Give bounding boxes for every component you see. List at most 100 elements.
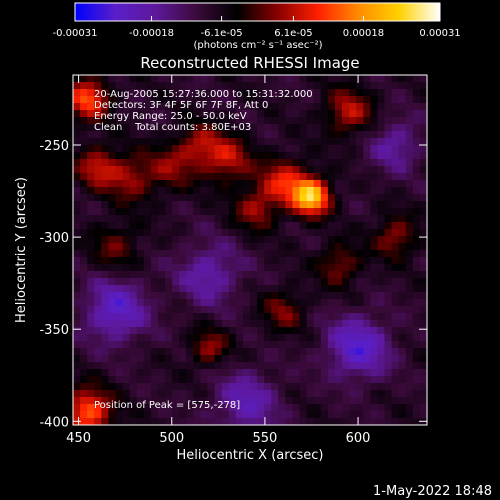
heatmap-cell — [349, 110, 357, 118]
heatmap-cell — [257, 243, 265, 251]
heatmap-cell — [349, 285, 357, 293]
heatmap-cell — [370, 376, 379, 384]
heatmap-cell — [87, 355, 95, 363]
heatmap-cell — [193, 222, 202, 230]
heatmap-cell — [278, 264, 286, 272]
heatmap-cell — [193, 397, 202, 405]
heatmap-cell — [377, 138, 386, 146]
heatmap-cell — [334, 194, 343, 202]
heatmap-cell — [278, 124, 286, 132]
heatmap-cell — [363, 362, 371, 370]
heatmap-cell — [186, 285, 194, 293]
heatmap-cell — [292, 243, 301, 251]
heatmap-cell — [264, 313, 272, 321]
heatmap-cell — [327, 320, 336, 328]
heatmap-cell — [214, 117, 223, 125]
heatmap-cell — [228, 124, 237, 132]
heatmap-cell — [214, 131, 223, 139]
heatmap-cell — [370, 124, 379, 132]
heatmap-cell — [94, 96, 102, 104]
heatmap-cell — [398, 138, 407, 146]
heatmap-cell — [136, 348, 145, 356]
heatmap-cell — [334, 117, 343, 125]
heatmap-cell — [143, 299, 152, 307]
heatmap-cell — [200, 341, 209, 349]
heatmap-cell — [108, 411, 117, 419]
heatmap-cell — [101, 187, 109, 195]
heatmap-cell — [412, 103, 421, 111]
heatmap-cell — [235, 110, 244, 118]
heatmap-cell — [186, 194, 194, 202]
heatmap-cell — [129, 390, 138, 398]
heatmap-cell — [200, 201, 209, 209]
heatmap-cell — [207, 348, 216, 356]
heatmap-cell — [285, 285, 294, 293]
heatmap-cell — [179, 201, 187, 209]
heatmap-cell — [419, 229, 427, 237]
heatmap-cell — [200, 250, 209, 258]
heatmap-cell — [115, 201, 124, 209]
heatmap-cell — [278, 313, 286, 321]
heatmap-cell — [214, 383, 223, 391]
heatmap-cell — [150, 208, 159, 216]
heatmap-cell — [101, 215, 109, 223]
heatmap-cell — [115, 236, 124, 244]
heatmap-cell — [264, 145, 272, 153]
heatmap-cell — [214, 397, 223, 405]
heatmap-cell — [235, 278, 244, 286]
heatmap-cell — [200, 292, 209, 300]
heatmap-cell — [384, 243, 393, 251]
heatmap-cell — [377, 124, 386, 132]
heatmap-cell — [101, 299, 109, 307]
heatmap-cell — [129, 138, 138, 146]
heatmap-cell — [143, 285, 152, 293]
heatmap-cell — [129, 243, 138, 251]
heatmap-cell — [143, 355, 152, 363]
heatmap-cell — [172, 138, 180, 146]
heatmap-cell — [384, 334, 393, 342]
heatmap-cell — [412, 313, 421, 321]
heatmap-cell — [412, 327, 421, 335]
heatmap-cell — [165, 390, 173, 398]
heatmap-cell — [278, 376, 286, 384]
heatmap-cell — [221, 376, 230, 384]
heatmap-cell — [370, 362, 379, 370]
heatmap-cell — [299, 306, 308, 314]
heatmap-cell — [292, 313, 301, 321]
heatmap-cell — [264, 82, 272, 90]
heatmap-cell — [391, 103, 400, 111]
heatmap-cell — [292, 264, 301, 272]
heatmap-cell — [73, 173, 81, 181]
heatmap-cell — [327, 285, 336, 293]
heatmap-cell — [143, 229, 152, 237]
heatmap-cell — [80, 96, 88, 104]
heatmap-cell — [214, 320, 223, 328]
heatmap-cell — [94, 145, 102, 153]
heatmap-cell — [391, 194, 400, 202]
heatmap-cell — [356, 264, 364, 272]
heatmap-cell — [228, 110, 237, 118]
heatmap-cell — [94, 229, 102, 237]
heatmap-cell — [327, 159, 336, 167]
heatmap-cell — [257, 250, 265, 258]
heatmap-cell — [278, 166, 286, 174]
heatmap-cell — [370, 82, 379, 90]
heatmap-cell — [391, 201, 400, 209]
heatmap-cell — [313, 215, 322, 223]
heatmap-cell — [264, 264, 272, 272]
heatmap-cell — [193, 250, 202, 258]
heatmap-cell — [363, 285, 371, 293]
heatmap-cell — [306, 299, 315, 307]
heatmap-cell — [370, 131, 379, 139]
heatmap-cell — [257, 96, 265, 104]
heatmap-cell — [271, 159, 279, 167]
heatmap-cell — [157, 187, 166, 195]
heatmap-cell — [370, 166, 379, 174]
heatmap-cell — [299, 131, 308, 139]
heatmap-cell — [377, 299, 386, 307]
heatmap-cell — [200, 390, 209, 398]
heatmap-cell — [235, 250, 244, 258]
heatmap-cell — [186, 152, 194, 160]
heatmap-cell — [398, 187, 407, 195]
heatmap-cell — [87, 278, 95, 286]
